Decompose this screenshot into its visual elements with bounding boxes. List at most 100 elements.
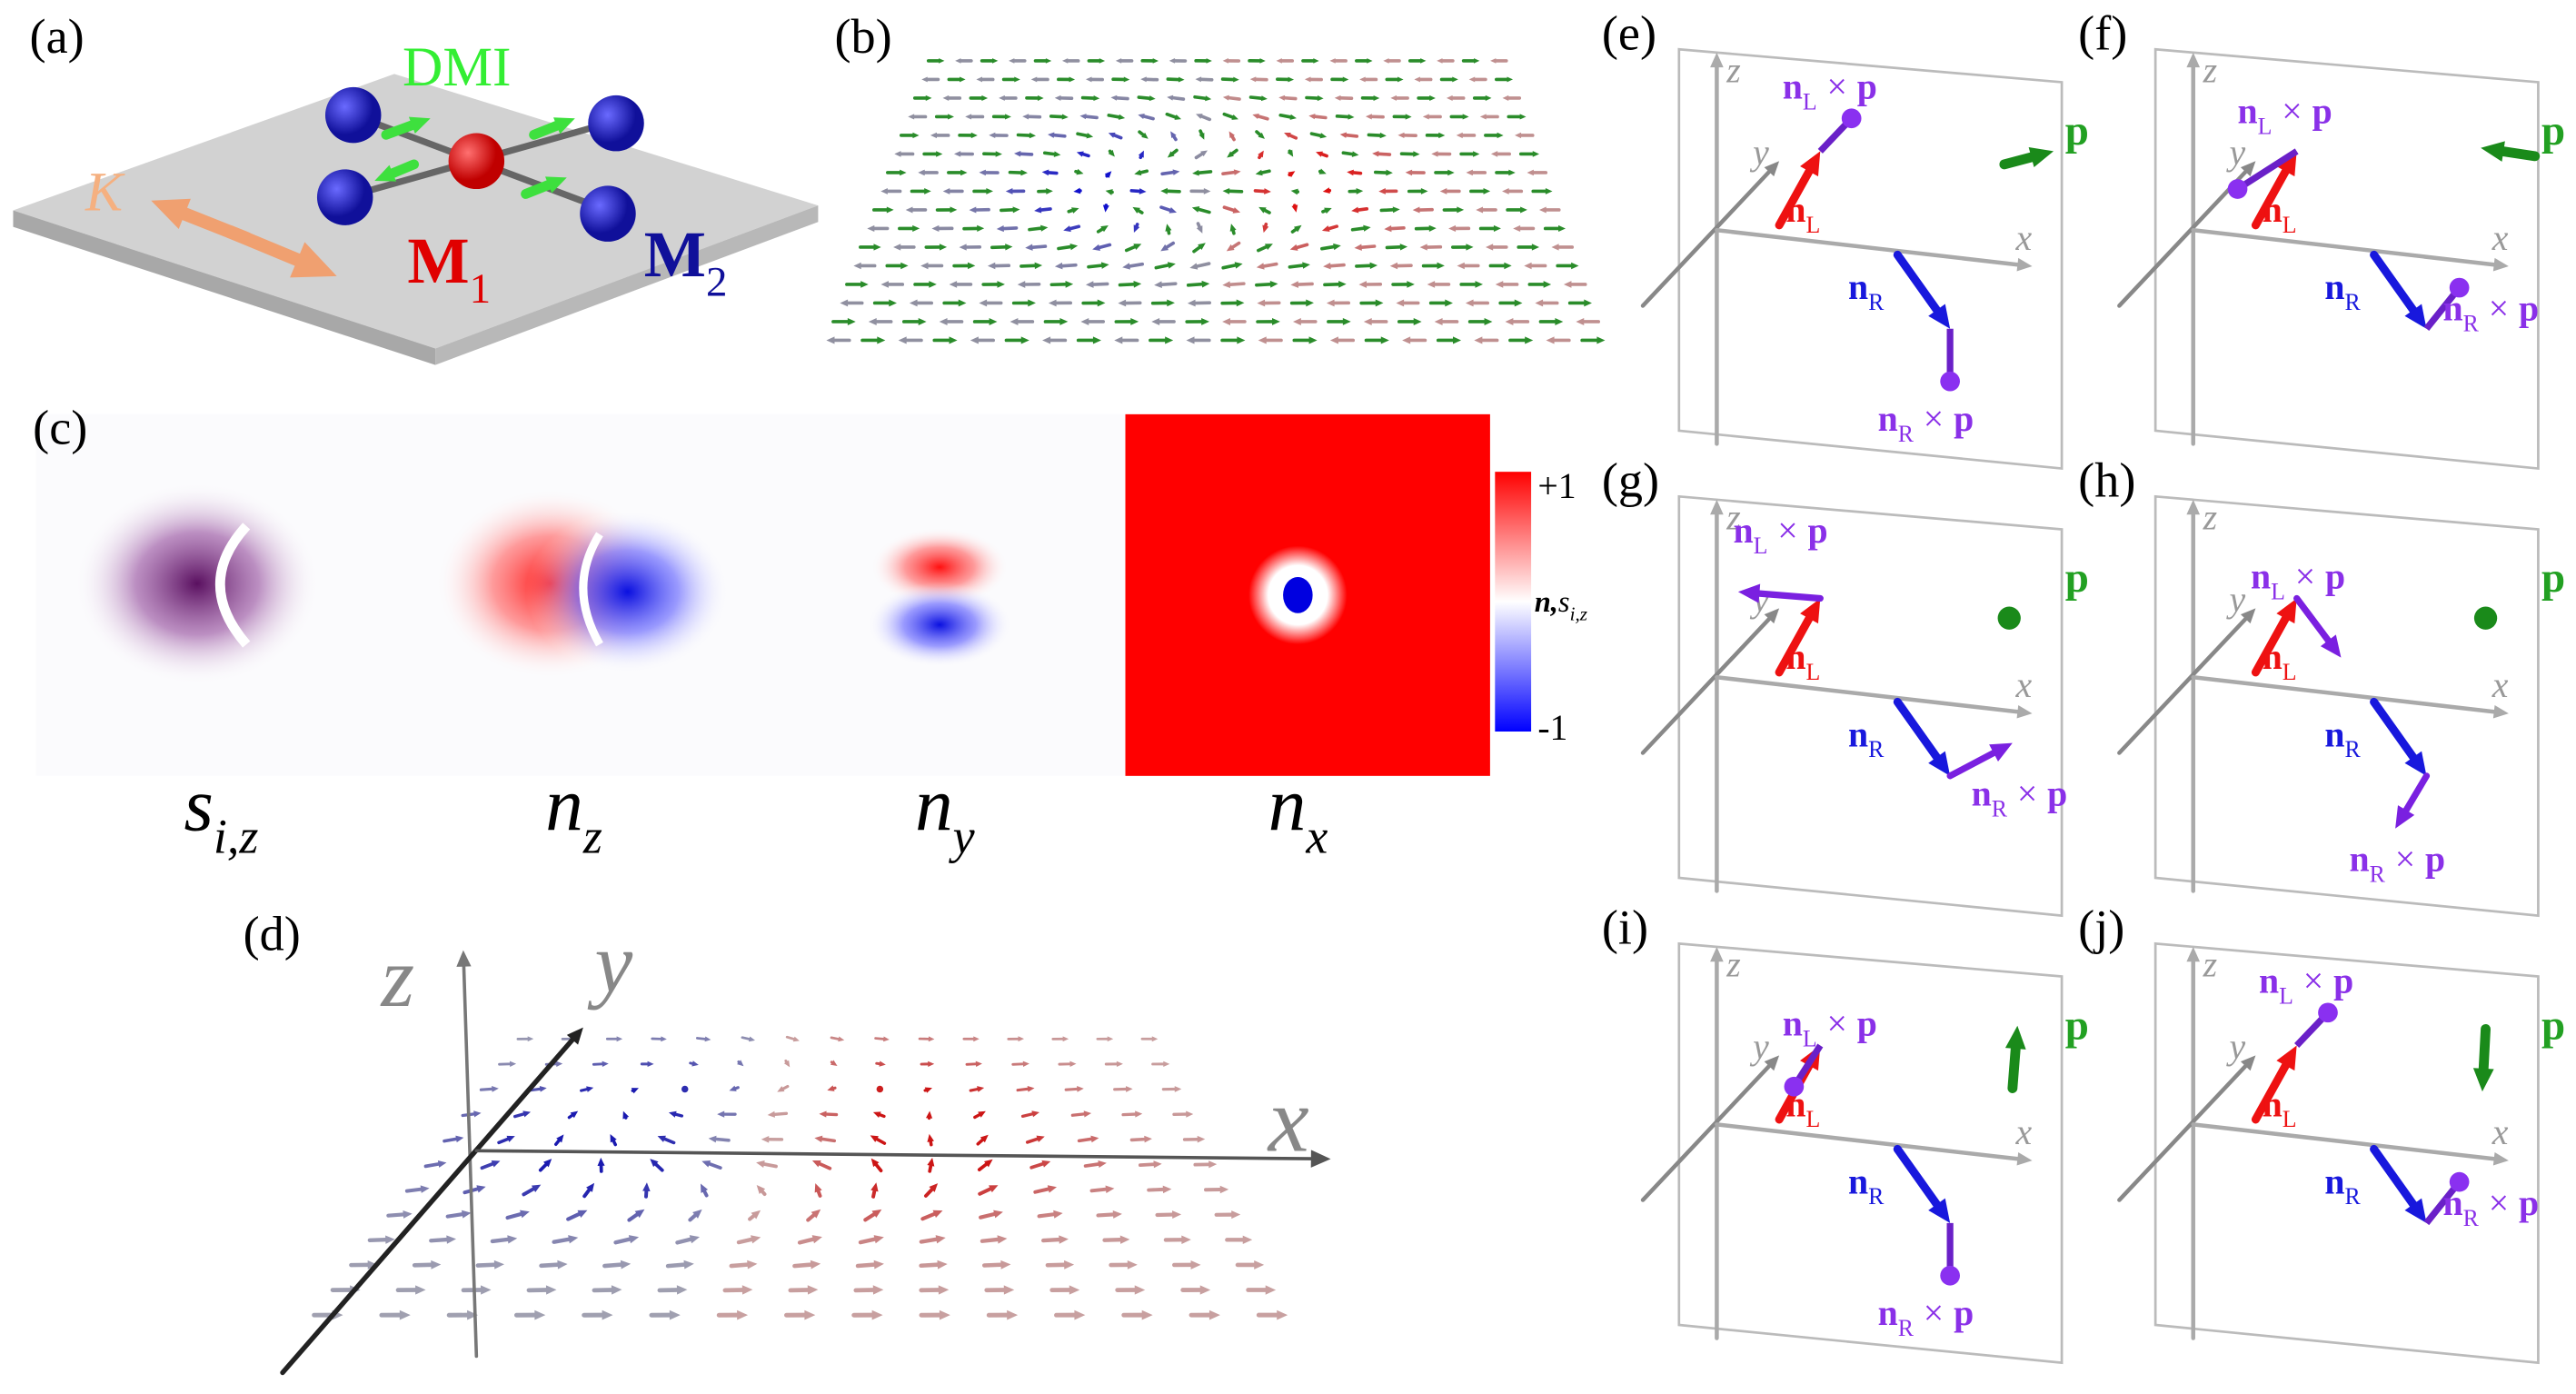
map-label: nx bbox=[1268, 763, 1328, 864]
field-arrow-head bbox=[1302, 262, 1310, 269]
field-arrow-head bbox=[1162, 1185, 1172, 1194]
n-l-arrow-shaft bbox=[2251, 167, 2290, 230]
field-arrow-head bbox=[932, 1210, 943, 1219]
field-arrow-head bbox=[1141, 1309, 1153, 1320]
field-dot bbox=[876, 1085, 884, 1093]
field-arrow-shaft bbox=[505, 1211, 523, 1220]
field-arrow-head bbox=[1322, 187, 1330, 194]
field-arrow-head bbox=[1027, 1085, 1035, 1092]
field-arrow-head bbox=[969, 206, 977, 214]
field-arrow-head bbox=[928, 1060, 935, 1068]
map-arc bbox=[215, 523, 251, 648]
field-arrow-shaft bbox=[980, 1237, 1000, 1243]
text-part: (e) bbox=[1602, 5, 1656, 60]
field-arrow-head bbox=[415, 1285, 426, 1295]
p-label: p bbox=[2541, 107, 2565, 154]
field-arrow-head bbox=[1172, 169, 1180, 175]
field-arrow-head bbox=[871, 1209, 882, 1219]
field-arrow-shaft bbox=[1186, 282, 1204, 287]
field-arrow-head bbox=[1380, 336, 1389, 344]
field-arrow-head bbox=[960, 76, 966, 83]
field-arrow-shaft bbox=[689, 1061, 694, 1065]
field-arrow-head bbox=[1046, 188, 1053, 194]
field-arrow-head bbox=[631, 1088, 639, 1094]
field-arrow-head bbox=[1197, 1135, 1206, 1143]
field-arrow-head bbox=[1367, 58, 1373, 64]
n-r-arrow-head bbox=[2404, 1198, 2427, 1223]
field-arrow-head bbox=[1132, 206, 1140, 214]
field-arrow-head bbox=[814, 1135, 823, 1143]
field-arrow-head bbox=[1333, 243, 1341, 251]
cross-tip bbox=[2318, 1002, 2338, 1023]
field-arrow-shaft bbox=[1137, 95, 1151, 100]
field-arrow-head bbox=[1292, 317, 1301, 325]
p-arrow-shaft bbox=[1999, 152, 2037, 170]
field-arrow-shaft bbox=[538, 1162, 548, 1172]
field-arrow-head bbox=[908, 114, 915, 120]
p-arrow-head bbox=[2028, 146, 2054, 167]
text-part: × bbox=[2395, 840, 2415, 880]
cross-label: nL × p bbox=[2259, 961, 2353, 1010]
field-arrow-head bbox=[1186, 336, 1195, 344]
box bbox=[1677, 47, 2064, 471]
field-arrow-head bbox=[1384, 225, 1392, 233]
field-arrow-shaft bbox=[863, 1212, 876, 1222]
axis-label: y bbox=[2226, 1027, 2246, 1067]
text-part: n bbox=[545, 763, 583, 847]
field-arrow-shaft bbox=[1197, 207, 1211, 214]
field-arrow-head bbox=[1208, 1309, 1220, 1320]
field-arrow-head bbox=[1535, 299, 1544, 307]
field-arrow-head bbox=[1290, 188, 1298, 195]
field-arrow-head bbox=[1186, 1110, 1194, 1118]
field-arrow-head bbox=[1090, 1135, 1099, 1143]
map-arc bbox=[579, 532, 603, 647]
field-arrow-shaft bbox=[539, 1262, 560, 1269]
field-arrow-head bbox=[1130, 317, 1139, 325]
axis-x-head bbox=[2016, 704, 2033, 719]
field-arrow-head bbox=[1571, 262, 1579, 270]
field-arrow-shaft bbox=[729, 1262, 750, 1269]
field-arrow-head bbox=[814, 1183, 822, 1193]
text-part: y bbox=[2226, 1027, 2246, 1067]
text-part: n bbox=[1878, 399, 1898, 439]
field-arrow-shaft bbox=[1135, 223, 1139, 228]
field-arrow-shaft bbox=[612, 1139, 618, 1147]
field-arrow-head bbox=[1108, 132, 1116, 138]
plane-edge bbox=[13, 210, 436, 365]
field-arrow-shaft bbox=[1248, 95, 1264, 100]
field-arrow-shaft bbox=[830, 1036, 840, 1041]
field-arrow-head bbox=[1546, 336, 1555, 344]
n-r-arrow-head bbox=[1928, 751, 1951, 776]
text-part: n bbox=[2251, 557, 2271, 597]
field-arrow-head bbox=[811, 1209, 821, 1219]
box bbox=[1677, 494, 2064, 918]
field-arrow-head bbox=[999, 95, 1005, 101]
text-part: × bbox=[2282, 92, 2302, 132]
field-arrow-head bbox=[1187, 299, 1196, 307]
field-arrow-head bbox=[1167, 299, 1175, 307]
field-arrow-head bbox=[1383, 58, 1389, 64]
field-arrow-shaft bbox=[1227, 95, 1241, 101]
box bbox=[2153, 941, 2540, 1365]
field-arrow-head bbox=[1083, 1110, 1092, 1118]
field-arrow-head bbox=[1076, 151, 1084, 157]
field-arrow-head bbox=[1462, 114, 1469, 120]
field-arrow-head bbox=[545, 1285, 557, 1295]
field-arrow-head bbox=[717, 1110, 725, 1118]
text-part: y bbox=[2226, 580, 2246, 620]
field-arrow-head bbox=[642, 1182, 651, 1192]
p-dot bbox=[1997, 606, 2021, 630]
text-part: z bbox=[1726, 497, 1740, 537]
text-part: p bbox=[2047, 773, 2067, 813]
field-arrow-head bbox=[1231, 114, 1238, 120]
field-arrow-head bbox=[1234, 262, 1243, 269]
field-arrow-head bbox=[921, 76, 928, 83]
field-arrow-head bbox=[1048, 132, 1055, 138]
field-arrow-head bbox=[989, 1185, 999, 1193]
field-arrow-head bbox=[1473, 151, 1480, 157]
field-arrow-shaft bbox=[662, 1137, 676, 1145]
field-arrow-head bbox=[1397, 76, 1404, 83]
field-arrow-head bbox=[1390, 95, 1397, 101]
text-part: p bbox=[2519, 289, 2539, 329]
n-r-arrow-shaft bbox=[1893, 697, 1941, 762]
